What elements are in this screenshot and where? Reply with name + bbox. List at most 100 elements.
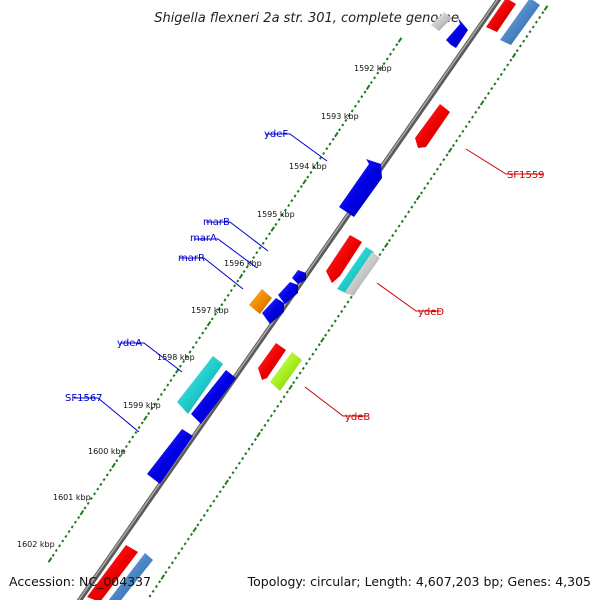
- minor-tick: [124, 444, 128, 449]
- major-tick: [143, 415, 148, 421]
- minor-tick: [350, 109, 354, 113]
- minor-tick: [64, 534, 68, 538]
- minor-tick: [178, 364, 182, 368]
- major-tick: [543, 5, 549, 11]
- minor-tick: [464, 125, 468, 129]
- gene-label[interactable]: SF1567: [65, 393, 103, 404]
- gene-label[interactable]: ydeD: [418, 307, 444, 318]
- minor-tick: [150, 407, 154, 411]
- gene-arrow[interactable]: [431, 12, 452, 31]
- minor-tick: [73, 520, 77, 524]
- minor-tick: [477, 106, 481, 110]
- minor-tick: [266, 419, 270, 423]
- minor-tick: [341, 123, 345, 127]
- gene-arrow[interactable]: [177, 356, 223, 414]
- scale-ticks-left: [47, 37, 403, 563]
- minor-tick: [174, 556, 178, 560]
- minor-tick: [166, 383, 170, 387]
- minor-tick: [115, 459, 119, 463]
- major-tick: [224, 479, 229, 485]
- gene-arrow[interactable]: [147, 429, 193, 484]
- minor-tick: [471, 115, 475, 119]
- major-tick: [320, 337, 325, 343]
- minor-tick: [410, 205, 414, 209]
- minor-tick: [213, 312, 217, 316]
- minor-tick: [209, 504, 213, 508]
- gene-arrow[interactable]: [249, 289, 272, 314]
- minor-tick: [131, 435, 135, 439]
- gene-label[interactable]: SF1559: [507, 170, 545, 181]
- gene-arrow[interactable]: [345, 252, 380, 296]
- minor-tick: [202, 513, 206, 517]
- minor-tick: [220, 303, 224, 307]
- minor-tick: [172, 374, 176, 378]
- gene-arrow[interactable]: [262, 298, 284, 324]
- minor-tick: [140, 421, 144, 425]
- minor-tick: [369, 80, 373, 85]
- minor-tick: [296, 189, 300, 193]
- minor-tick: [304, 362, 309, 366]
- minor-tick: [169, 378, 173, 382]
- gene-label[interactable]: ydeF: [264, 129, 288, 140]
- gene-arrow[interactable]: [258, 343, 286, 380]
- minor-tick: [244, 452, 248, 456]
- minor-tick: [102, 478, 106, 482]
- gene-arrow[interactable]: [108, 553, 153, 600]
- gene-arrow[interactable]: [500, 0, 540, 45]
- minor-tick: [204, 326, 208, 330]
- minor-tick: [261, 241, 265, 245]
- scale-label: 1601 kbp: [53, 493, 91, 502]
- gene-arrow[interactable]: [292, 270, 306, 284]
- minor-tick: [534, 20, 538, 24]
- minor-tick: [236, 279, 240, 283]
- minor-tick: [61, 539, 65, 543]
- minor-tick: [279, 400, 283, 404]
- gene-label[interactable]: marA: [190, 233, 217, 244]
- gene-label[interactable]: marB: [203, 217, 230, 228]
- minor-tick: [229, 288, 233, 293]
- gene-arrow[interactable]: [270, 352, 302, 391]
- minor-tick: [442, 158, 446, 162]
- minor-tick: [153, 402, 157, 406]
- minor-tick: [247, 447, 251, 451]
- scale-label: 1602 kbp: [17, 540, 55, 549]
- minor-tick: [385, 57, 389, 61]
- gene-arrow[interactable]: [486, 0, 516, 32]
- gene-label[interactable]: ydeB: [345, 412, 370, 423]
- minor-tick: [201, 331, 205, 335]
- gene-arrow[interactable]: [415, 104, 450, 148]
- minor-tick: [531, 25, 535, 29]
- minor-tick: [285, 390, 289, 394]
- gene-arrow[interactable]: [446, 18, 468, 48]
- minor-tick: [502, 68, 507, 72]
- gene-label[interactable]: marR: [178, 253, 205, 264]
- minor-tick: [388, 52, 392, 56]
- minor-tick: [77, 515, 81, 520]
- minor-tick: [96, 487, 100, 491]
- gene-arrow[interactable]: [278, 282, 298, 304]
- gene-arrow[interactable]: [87, 545, 138, 600]
- minor-tick: [486, 91, 491, 95]
- minor-tick: [189, 532, 194, 536]
- gene-label[interactable]: ydeA: [117, 338, 142, 349]
- minor-tick: [269, 414, 273, 418]
- minor-tick: [183, 542, 187, 546]
- gene-arrow[interactable]: [339, 159, 382, 217]
- minor-tick: [373, 76, 377, 80]
- minor-tick: [177, 551, 181, 555]
- major-tick: [288, 384, 293, 391]
- topology-text: Topology: circular; Length: 4,607,203 bp…: [247, 574, 591, 589]
- minor-tick: [185, 355, 189, 359]
- label-leaders: [74, 133, 543, 433]
- minor-tick: [54, 548, 58, 553]
- minor-tick: [493, 82, 497, 86]
- gene-arrow[interactable]: [326, 235, 362, 283]
- gene-arrow[interactable]: [337, 247, 374, 294]
- minor-tick: [180, 547, 184, 551]
- minor-tick: [137, 426, 141, 430]
- gene-arrow[interactable]: [191, 370, 236, 424]
- minor-tick: [483, 96, 487, 100]
- minor-tick: [515, 49, 519, 53]
- minor-tick: [86, 501, 90, 505]
- minor-tick: [455, 139, 459, 143]
